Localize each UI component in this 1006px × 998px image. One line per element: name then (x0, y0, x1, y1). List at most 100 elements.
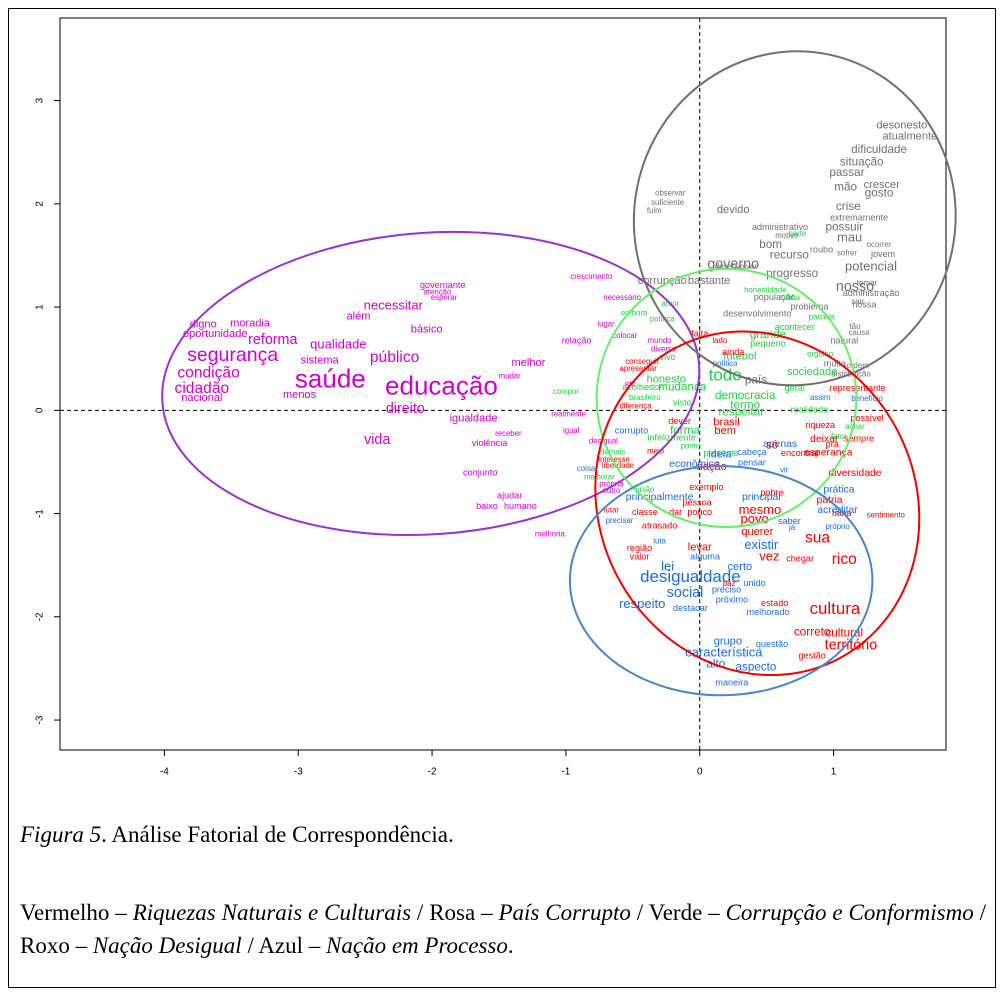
word: melhorar (584, 472, 615, 481)
x-tick-label: -3 (294, 767, 303, 778)
word: igual (563, 426, 580, 435)
word: pequeno (750, 339, 785, 349)
word: política (650, 315, 675, 324)
figure-title: . Análise Fatorial de Correspondência. (101, 822, 454, 847)
word: melhorado (747, 607, 790, 617)
legend-text: Vermelho – Riquezas Naturais e Culturais… (20, 896, 986, 962)
word: fuim (647, 206, 662, 215)
word: sua (805, 529, 830, 546)
figure-number: Figura 5 (20, 822, 102, 847)
word: social (667, 585, 704, 601)
word: levar (688, 542, 712, 554)
word: pensar (738, 457, 766, 467)
word: mundo (648, 336, 673, 345)
word: lugar (597, 320, 615, 329)
word: coisa (577, 464, 596, 473)
legend-segment: Nação em Processo (326, 933, 508, 958)
legend-segment: País Corrupto (498, 900, 631, 925)
word: ponto (681, 442, 701, 451)
word: tornar (857, 278, 878, 287)
word: honesto (647, 373, 686, 385)
word: baixo (476, 501, 498, 511)
word: parcela (809, 312, 835, 321)
word: apresentar (620, 364, 658, 373)
legend-segment: Riquezas Naturais e Culturais (132, 900, 412, 925)
cluster-ellipse (595, 267, 858, 528)
word: crescimento (570, 272, 613, 281)
cluster-ellipse (632, 50, 957, 387)
word: nossa (852, 299, 877, 309)
word: brasil (713, 417, 739, 429)
word: situação (840, 156, 884, 169)
word: estado (761, 598, 788, 608)
word: possível (850, 413, 883, 423)
y-tick-label: -1 (35, 509, 46, 518)
cluster-ellipse (568, 465, 874, 697)
word: precisar (606, 516, 634, 525)
word: já (788, 523, 796, 532)
word: vida (364, 432, 390, 448)
word: cidadão (175, 380, 230, 397)
word: dar (669, 507, 682, 517)
word: principal (742, 492, 781, 503)
frame (8, 8, 996, 988)
figure-caption: Figura 5. Análise Fatorial de Correspond… (20, 818, 986, 851)
word: achar (845, 422, 865, 431)
word: falta (691, 328, 709, 338)
word: crescer (864, 179, 901, 191)
word: nosso (836, 279, 874, 295)
legend-segment: Vermelho – (20, 900, 133, 925)
word: liberdade (602, 461, 634, 470)
word: rico (832, 551, 857, 568)
word: corrupção (638, 275, 687, 287)
word: necessitar (364, 297, 424, 312)
word: valor (630, 551, 650, 561)
word: geral (785, 383, 805, 393)
word: desonesto (876, 119, 927, 131)
word: visto (673, 398, 692, 408)
word: aspecto (735, 660, 776, 673)
word: saúde (295, 363, 366, 393)
cluster-ellipse (161, 230, 701, 537)
y-tick-label: 3 (35, 97, 46, 103)
word: dificuldade (851, 143, 907, 156)
word: menos (283, 389, 317, 401)
word: segurança (187, 344, 278, 366)
word: compor (553, 387, 579, 396)
word: receber (495, 429, 522, 438)
word: humano (504, 501, 537, 511)
word: governante (420, 280, 466, 290)
legend-segment: / Azul – (241, 933, 327, 958)
word: futebol (723, 351, 756, 363)
word: diversidade (828, 468, 881, 479)
word: representante (830, 383, 886, 393)
word: nacional (181, 392, 222, 404)
word: questão (756, 639, 788, 649)
word: lutar (604, 506, 620, 515)
word: moradia (230, 318, 271, 330)
word: devido (717, 204, 750, 216)
word: ideia (708, 449, 732, 461)
x-tick-label: -4 (160, 767, 169, 778)
word: melhoria (535, 529, 566, 538)
word: próprio (825, 522, 850, 531)
word: colocar (612, 331, 638, 340)
legend-segment: Nação Desigual (92, 933, 242, 958)
word: tão (850, 322, 862, 331)
word: bom (759, 238, 782, 251)
word: jovem (870, 249, 895, 259)
word: problema (791, 301, 830, 311)
word: sofrer (837, 248, 857, 257)
legend-segment: Corrupção e Conformismo (725, 900, 974, 925)
word: sair (851, 297, 864, 306)
word: igualdade (450, 413, 498, 425)
word: encontrar (781, 448, 819, 458)
word: preciso (712, 584, 741, 594)
legend-segment: / Verde – (630, 900, 726, 925)
word: crise (836, 200, 861, 213)
word: acreditar (817, 505, 858, 516)
word: outro (603, 486, 621, 495)
word: além (346, 310, 370, 322)
word: vez (759, 548, 779, 563)
word: diferença (619, 401, 652, 410)
